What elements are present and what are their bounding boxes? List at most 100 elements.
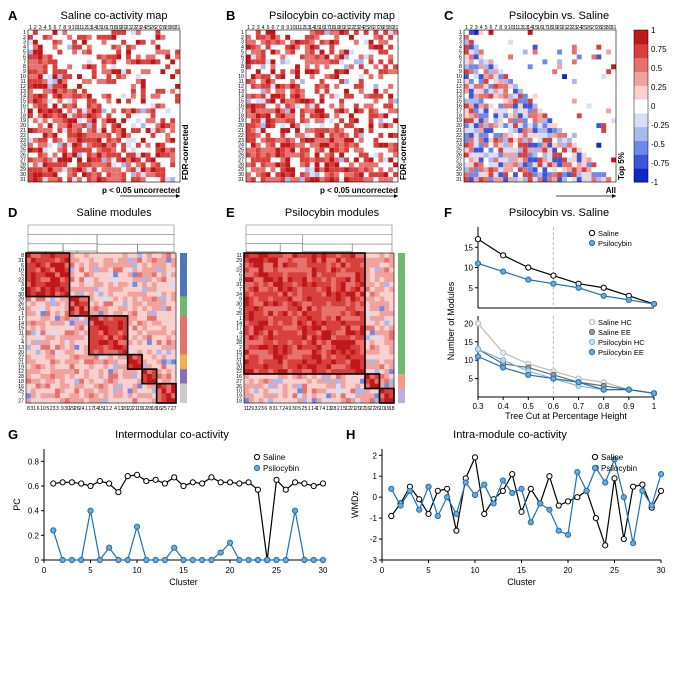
svg-text:17: 17 — [316, 406, 322, 412]
svg-text:Saline: Saline — [263, 453, 286, 462]
svg-text:-0.75: -0.75 — [651, 159, 670, 168]
svg-text:0.6: 0.6 — [28, 482, 40, 491]
svg-text:5: 5 — [49, 25, 52, 31]
panel-A-title: Saline co-activity map — [8, 10, 220, 22]
svg-text:0: 0 — [651, 102, 656, 111]
panel-D: D Saline modules 83161052339302926241171… — [8, 205, 220, 421]
svg-text:30: 30 — [292, 406, 298, 412]
svg-text:31: 31 — [20, 177, 26, 183]
svg-text:20: 20 — [564, 566, 573, 575]
svg-text:0.6: 0.6 — [548, 402, 560, 411]
svg-text:0: 0 — [35, 556, 40, 565]
panel-letter-H: H — [346, 427, 355, 442]
svg-text:Number of Modules: Number of Modules — [446, 281, 456, 360]
svg-text:-0.5: -0.5 — [651, 140, 665, 149]
svg-text:31: 31 — [456, 177, 462, 183]
svg-text:10: 10 — [464, 356, 473, 365]
svg-text:23: 23 — [50, 406, 56, 412]
svg-text:28: 28 — [331, 406, 337, 412]
svg-text:18: 18 — [236, 398, 242, 404]
svg-text:2: 2 — [109, 406, 112, 412]
svg-text:7: 7 — [58, 25, 61, 31]
svg-text:0.2: 0.2 — [28, 531, 40, 540]
svg-text:1: 1 — [652, 402, 657, 411]
svg-text:-2: -2 — [370, 535, 378, 544]
svg-text:20: 20 — [464, 319, 473, 328]
svg-text:3: 3 — [475, 25, 478, 31]
svg-text:Psilocybin: Psilocybin — [598, 239, 632, 248]
svg-text:Top 5%: Top 5% — [617, 152, 626, 180]
svg-text:29: 29 — [248, 406, 254, 412]
svg-text:5: 5 — [88, 566, 93, 575]
svg-text:30: 30 — [657, 566, 666, 575]
line-chart-H: -3-2-1012051015202530SalinePsilocybinWMD… — [346, 443, 671, 588]
clustered-heatmap-E: 1129323683172493052511417413282151221202… — [226, 221, 436, 421]
svg-text:1: 1 — [29, 25, 32, 31]
panel-letter-B: B — [226, 8, 235, 23]
svg-text:5: 5 — [469, 284, 474, 293]
panel-H-title: Intra-module co-activity — [346, 429, 674, 441]
svg-text:FDR-corrected: FDR-corrected — [399, 124, 408, 180]
svg-text:0: 0 — [373, 493, 378, 502]
svg-text:0.5: 0.5 — [651, 64, 663, 73]
svg-text:25: 25 — [610, 566, 619, 575]
svg-text:4: 4 — [44, 25, 47, 31]
svg-text:Tree Cut at Percentage Height: Tree Cut at Percentage Height — [505, 411, 627, 421]
svg-text:10: 10 — [464, 264, 473, 273]
svg-text:20: 20 — [226, 566, 235, 575]
svg-text:0: 0 — [380, 566, 385, 575]
svg-text:0.8: 0.8 — [28, 457, 40, 466]
panel-letter-F: F — [444, 205, 452, 220]
panel-H: H Intra-module co-activity -3-2-10120510… — [346, 427, 674, 588]
svg-text:Saline HC: Saline HC — [598, 318, 632, 327]
svg-text:Psilocybin EE: Psilocybin EE — [598, 348, 644, 357]
panel-F-title: Psilocybin vs. Saline — [444, 207, 674, 219]
svg-text:2: 2 — [373, 451, 378, 460]
panel-B: B Psilocybin co-activity map 11223344556… — [226, 8, 438, 199]
svg-text:15: 15 — [464, 243, 473, 252]
panel-letter-A: A — [8, 8, 17, 23]
svg-text:30: 30 — [319, 566, 328, 575]
svg-text:31: 31 — [611, 25, 617, 31]
svg-text:Saline: Saline — [598, 229, 619, 238]
svg-text:0.4: 0.4 — [28, 507, 40, 516]
svg-text:10: 10 — [471, 566, 480, 575]
svg-text:2: 2 — [34, 25, 37, 31]
svg-text:31: 31 — [273, 406, 279, 412]
panel-C: C Psilocybin vs. Saline 1122334455667788… — [444, 8, 674, 199]
clustered-heatmap-D: 8316105233930292624117141511241320222119… — [8, 221, 218, 421]
svg-text:Psilocybin: Psilocybin — [601, 464, 637, 473]
svg-text:3: 3 — [56, 406, 59, 412]
svg-text:0.8: 0.8 — [598, 402, 610, 411]
svg-text:5: 5 — [469, 375, 474, 384]
svg-text:3: 3 — [257, 25, 260, 31]
panel-B-title: Psilocybin co-activity map — [226, 10, 438, 22]
svg-text:23: 23 — [258, 406, 264, 412]
heatmap-C: 1122334455667788991010111112121313141415… — [444, 24, 674, 199]
svg-text:2: 2 — [470, 25, 473, 31]
svg-text:24: 24 — [282, 406, 288, 412]
panel-G: G Intermodular co-activity 00.20.40.60.8… — [8, 427, 336, 588]
svg-text:25: 25 — [272, 566, 281, 575]
svg-text:Cluster: Cluster — [169, 577, 198, 587]
svg-text:25: 25 — [302, 406, 308, 412]
svg-text:27: 27 — [171, 406, 177, 412]
svg-text:Psilocybin HC: Psilocybin HC — [598, 338, 645, 347]
svg-text:FDR-corrected: FDR-corrected — [181, 124, 190, 180]
svg-text:31: 31 — [238, 177, 244, 183]
panel-letter-C: C — [444, 8, 453, 23]
panel-C-title: Psilocybin vs. Saline — [444, 10, 674, 22]
svg-text:1: 1 — [247, 25, 250, 31]
svg-text:1: 1 — [651, 26, 656, 35]
panel-G-title: Intermodular co-activity — [8, 429, 336, 441]
svg-text:0.25: 0.25 — [651, 83, 667, 92]
figure-grid: A Saline co-activity map 112233445566778… — [8, 8, 674, 588]
svg-text:8: 8 — [281, 25, 284, 31]
svg-text:1: 1 — [373, 472, 378, 481]
svg-text:7: 7 — [494, 25, 497, 31]
svg-text:2: 2 — [252, 25, 255, 31]
panel-E: E Psilocybin modules 1129323683172493052… — [226, 205, 438, 421]
svg-text:Saline EE: Saline EE — [598, 328, 631, 337]
svg-text:6: 6 — [489, 25, 492, 31]
svg-text:18: 18 — [389, 406, 395, 412]
